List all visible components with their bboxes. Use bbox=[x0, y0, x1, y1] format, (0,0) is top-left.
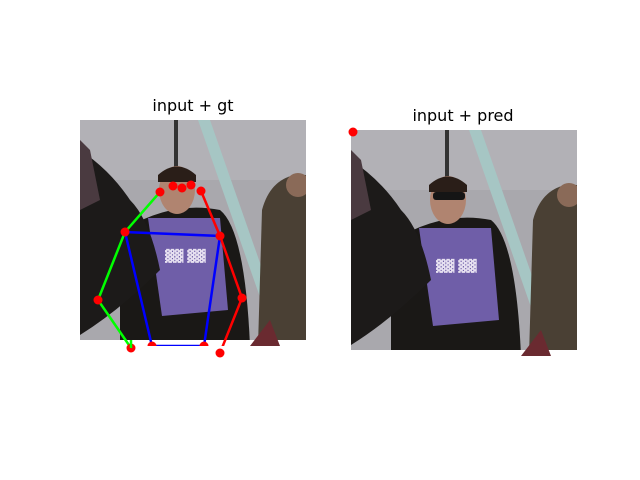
gt-skeleton bbox=[93, 180, 247, 346]
gt-keypoint bbox=[237, 293, 247, 303]
right-panel-title: input + pred bbox=[412, 106, 514, 125]
pred-image: ▓▓ ▓▓ bbox=[351, 130, 577, 356]
gt-right-limb bbox=[199, 190, 244, 346]
gt-left-limb bbox=[96, 191, 161, 346]
gt-keypoint bbox=[215, 231, 225, 241]
gt-keypoint bbox=[93, 295, 103, 305]
gt-keypoint bbox=[196, 186, 206, 196]
hoodie-print: ▓▓ ▓▓ bbox=[436, 258, 478, 273]
gt-torso bbox=[123, 230, 222, 346]
sunglasses bbox=[433, 192, 465, 200]
gt-keypoint bbox=[168, 181, 178, 191]
gt-keypoint bbox=[199, 341, 209, 346]
gt-keypoint bbox=[147, 341, 157, 346]
gt-image: ▓▓ ▓▓ bbox=[80, 120, 306, 346]
left-panel-title: input + gt bbox=[152, 96, 234, 115]
pred-keypoint bbox=[348, 127, 358, 137]
gt-keypoint bbox=[177, 183, 187, 193]
gt-keypoint bbox=[215, 348, 225, 358]
gt-keypoint bbox=[120, 227, 130, 237]
gt-keypoint bbox=[155, 187, 165, 197]
gt-image-panel: ▓▓ ▓▓ bbox=[80, 120, 306, 346]
gt-keypoint bbox=[186, 180, 196, 190]
hoodie-print: ▓▓ ▓▓ bbox=[165, 248, 207, 263]
gt-overflow-points bbox=[126, 340, 225, 358]
pred-image-panel: ▓▓ ▓▓ bbox=[351, 130, 577, 356]
